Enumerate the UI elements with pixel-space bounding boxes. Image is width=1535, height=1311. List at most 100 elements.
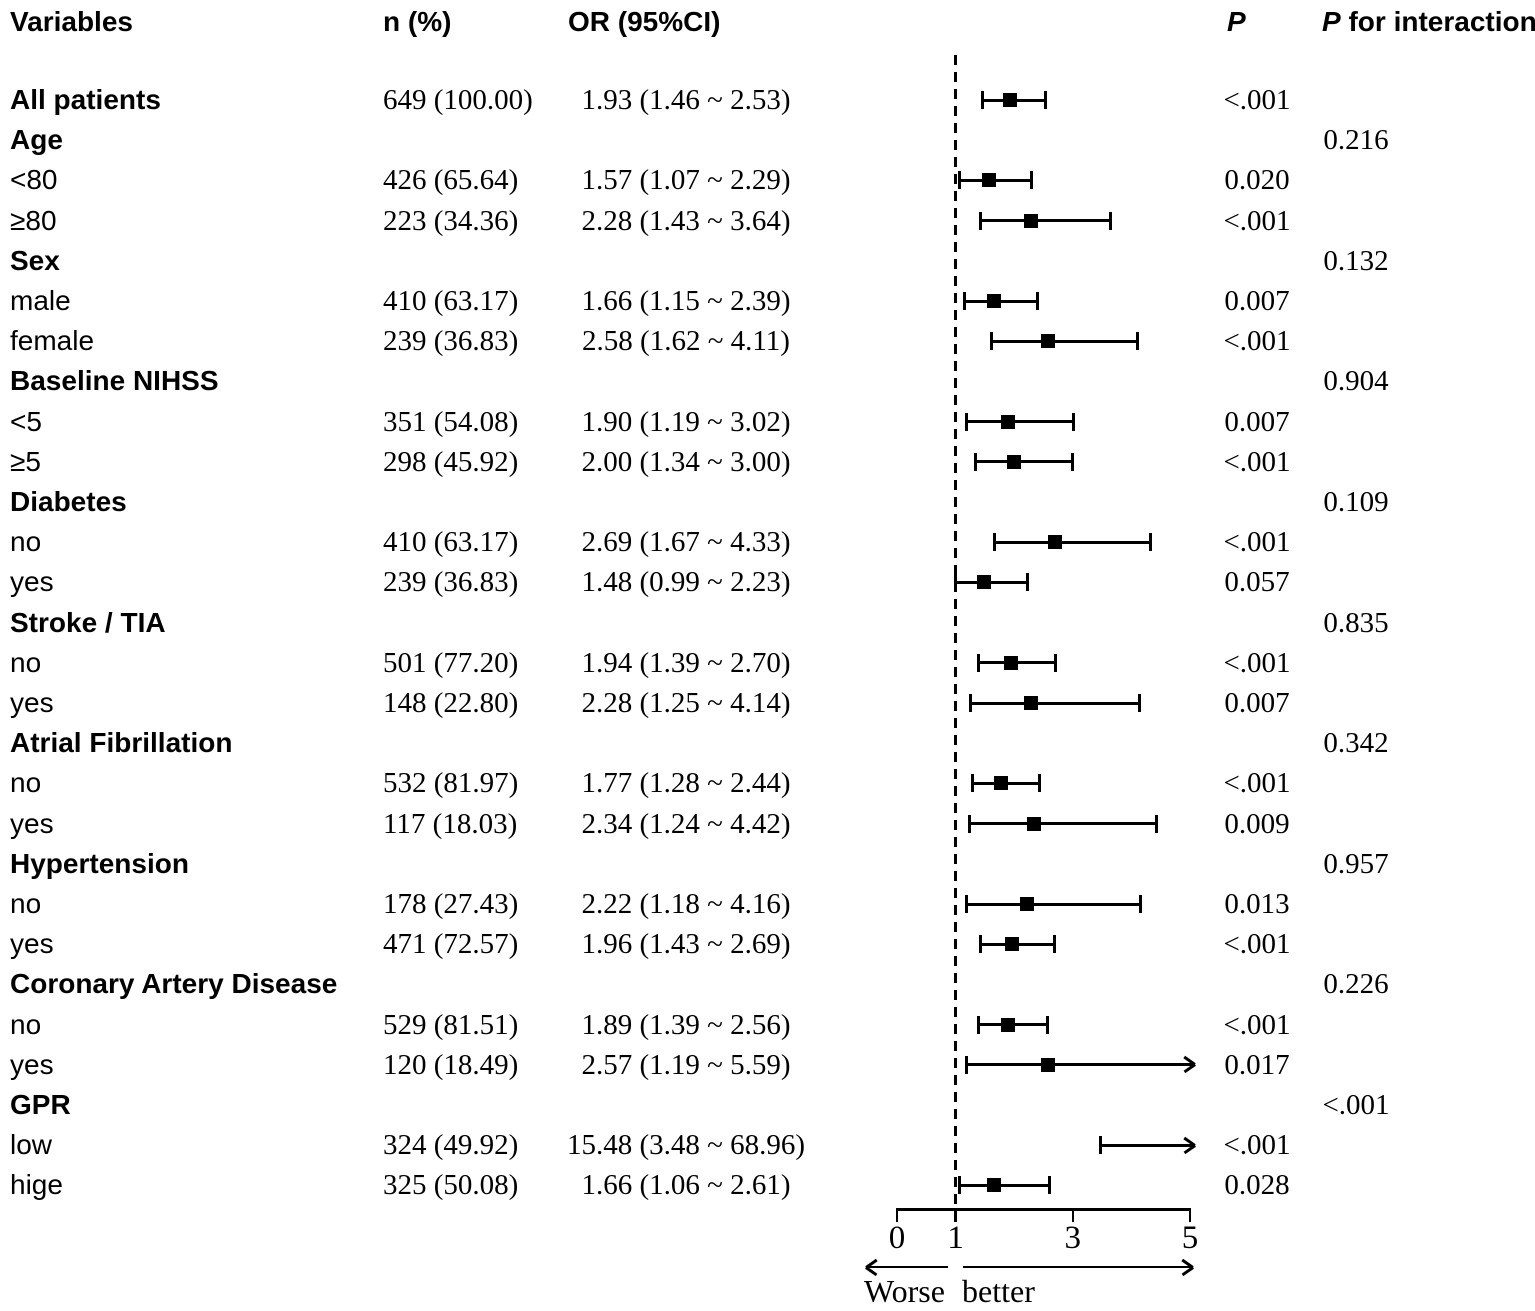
row-n-percent: 351 (54.08) [383, 405, 519, 438]
row-or-ci-text: 2.28 (1.43 ~ 3.64) [581, 204, 791, 237]
better-direction-label: better [962, 1273, 1035, 1309]
ci-cap-left [968, 694, 972, 712]
or-marker-square [1000, 1017, 1015, 1032]
row-p-value: 0.020 [1224, 164, 1290, 197]
row-n-percent: 532 (81.97) [383, 767, 519, 800]
row-p-interaction-value: 0.132 [1323, 244, 1389, 277]
or-marker-square [1027, 816, 1042, 831]
or-marker-square [1007, 454, 1022, 469]
row-p-value: <.001 [1223, 526, 1291, 559]
row-label: yes [10, 807, 54, 839]
ci-cap-left [957, 1176, 961, 1195]
ci-line [966, 902, 1141, 906]
row-n-percent: 426 (65.64) [383, 164, 519, 197]
ci-cap-right [1053, 653, 1057, 672]
or-marker-square [1023, 213, 1038, 228]
x-axis-tick-label: 5 [1181, 1220, 1199, 1256]
ci-line [991, 339, 1138, 343]
row-no: no 529 (81.51) 1.89 (1.39 ~ 2.56) <.001 [0, 1005, 1535, 1045]
p-interaction-rest: for interaction [1340, 6, 1535, 37]
row-n-percent: 410 (63.17) [383, 526, 519, 559]
ci-cap-left [965, 1055, 969, 1074]
row-n-percent: 410 (63.17) [383, 285, 519, 317]
row-yes: yes 117 (18.03) 2.34 (1.24 ~ 4.42) 0.009 [0, 804, 1535, 844]
ci-cap-right [1038, 774, 1042, 793]
row-p-value: <.001 [1223, 325, 1291, 358]
x-axis-line [897, 1208, 1190, 1211]
row-n-percent: 529 (81.51) [383, 1008, 519, 1041]
row-p-interaction-value: 0.904 [1323, 365, 1389, 398]
ci-line [959, 1183, 1050, 1187]
row-p-value: 0.017 [1224, 1048, 1290, 1081]
row-label: no [10, 888, 42, 919]
column-header-variables: Variables [10, 6, 133, 37]
row-or-ci-text: 1.57 (1.07 ~ 2.29) [581, 164, 791, 197]
x-axis-tick-label: 1 [947, 1220, 964, 1256]
row-no: no 532 (81.97) 1.77 (1.28 ~ 2.44) <.001 [0, 763, 1535, 803]
row-or-ci-text: 2.57 (1.19 ~ 5.59) [581, 1048, 791, 1081]
row-or-ci-text: 15.48 (3.48 ~ 68.96) [566, 1129, 805, 1162]
row-p-value: <.001 [1223, 84, 1291, 116]
row-or-ci-text: 1.89 (1.39 ~ 2.56) [581, 1008, 791, 1041]
ci-cap-right [1072, 412, 1076, 431]
row-no: no 178 (27.43) 2.22 (1.18 ~ 4.16) 0.013 [0, 884, 1535, 924]
row-yes: yes 148 (22.80) 2.28 (1.25 ~ 4.14) 0.007 [0, 683, 1535, 723]
or-marker-square [1040, 1057, 1055, 1072]
ci-line [970, 701, 1140, 705]
row-p-value: 0.007 [1224, 687, 1290, 719]
ci-cap-right [1045, 1015, 1049, 1034]
or-marker-square [987, 294, 1002, 308]
ci-cap-left [1099, 1136, 1103, 1155]
ci-cap-right [1154, 814, 1158, 833]
better-arrow-line [963, 1265, 1193, 1269]
row-label: Atrial Fibrillation [10, 727, 233, 759]
ci-cap-left [968, 814, 972, 833]
row-n-percent: 298 (45.92) [383, 445, 519, 478]
row-label: Age [10, 124, 63, 156]
row-or-ci-text: 1.66 (1.06 ~ 2.61) [581, 1169, 791, 1202]
row-label: male [10, 285, 71, 316]
row-label: female [10, 325, 95, 357]
row-label: no [10, 767, 42, 799]
x-axis-tick [1071, 1208, 1075, 1222]
row-label: yes [10, 566, 54, 598]
row-p-interaction-value: 0.216 [1323, 124, 1389, 157]
row-female: female 239 (36.83) 2.58 (1.62 ~ 4.11) <.001 [0, 321, 1535, 361]
row-p-value: <.001 [1223, 204, 1291, 237]
row-label: no [10, 1008, 42, 1040]
row-no: no 501 (77.20) 1.94 (1.39 ~ 2.70) <.001 [0, 643, 1535, 683]
or-marker-square [987, 1178, 1002, 1193]
row-p-value: 0.007 [1224, 285, 1290, 317]
row-or-ci-text: 2.58 (1.62 ~ 4.11) [582, 325, 790, 358]
row-or-ci-text: 1.96 (1.43 ~ 2.69) [581, 928, 791, 961]
row-p-interaction-value: 0.835 [1323, 606, 1389, 639]
ci-cap-right [1108, 211, 1112, 230]
ci-cap-left [958, 171, 962, 190]
worse-direction-label: Worse [864, 1273, 945, 1309]
row--80: <80 426 (65.64) 1.57 (1.07 ~ 2.29) 0.020 [0, 160, 1535, 200]
ci-cap-right [1048, 1176, 1052, 1195]
row-n-percent: 148 (22.80) [383, 687, 519, 719]
ci-cap-right [1138, 694, 1142, 712]
row-yes: yes 120 (18.49) 2.57 (1.19 ~ 5.59) 0.017 [0, 1045, 1535, 1085]
ci-cap-left [993, 533, 997, 552]
row-sex: Sex 0.132 [0, 241, 1535, 281]
or-marker-square [1020, 897, 1035, 911]
ci-cap-right [1043, 91, 1047, 109]
ci-cap-left [979, 935, 983, 954]
row-n-percent: 501 (77.20) [383, 646, 519, 679]
row-p-value: 0.028 [1224, 1169, 1290, 1202]
row-or-ci-text: 1.66 (1.15 ~ 2.39) [581, 285, 791, 317]
ci-line [955, 580, 1028, 584]
row-p-value: 0.013 [1224, 888, 1290, 920]
row-p-value: <.001 [1223, 928, 1291, 961]
row-or-ci-text: 2.69 (1.67 ~ 4.33) [581, 526, 791, 559]
row-atrial-fibrillation: Atrial Fibrillation 0.342 [0, 723, 1535, 763]
row-n-percent: 324 (49.92) [383, 1129, 519, 1162]
row-p-interaction-value: 0.109 [1323, 486, 1389, 518]
ci-cap-right [1149, 533, 1153, 552]
or-marker-square [1047, 535, 1062, 550]
ci-cap-left [970, 774, 974, 793]
worse-arrow-line [866, 1265, 948, 1269]
or-marker-square [982, 173, 996, 188]
